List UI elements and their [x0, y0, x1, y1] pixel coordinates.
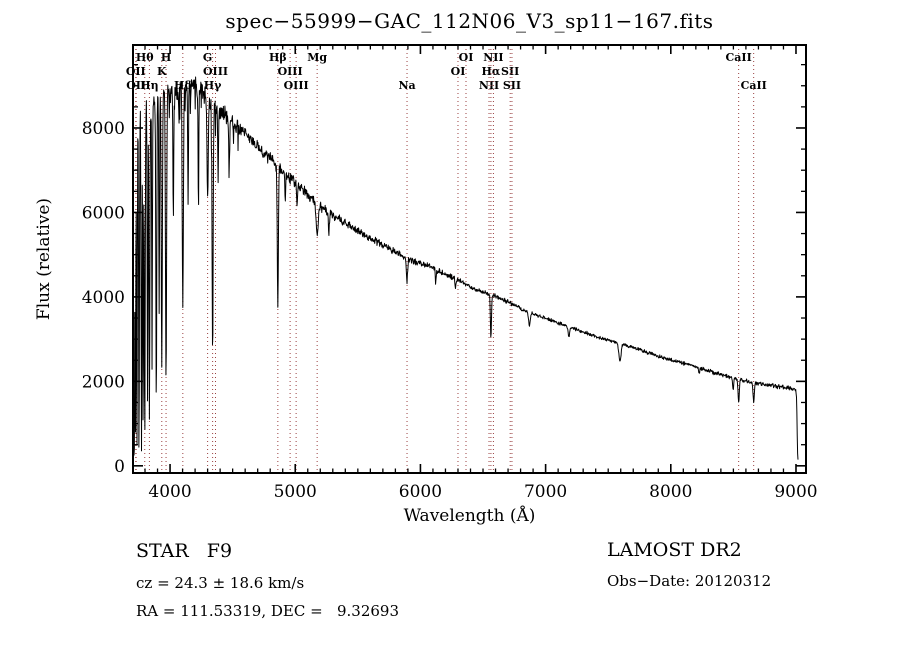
object-class-and-subclass: STAR F9 [136, 540, 233, 562]
x-tick-label: 7000 [524, 482, 567, 502]
spectral-line-label: Hη [140, 79, 158, 92]
spectral-line-label: NII [479, 79, 499, 92]
spectral-line-label: OI [451, 65, 466, 78]
plot-title: spec−55999−GAC_112N06_V3_sp11−167.fits [225, 9, 714, 33]
spectral-line-label: OIII [203, 65, 228, 78]
spectral-line-label: NII [483, 51, 503, 64]
x-tick-label: 8000 [649, 482, 692, 502]
spectral-line-label: Hβ [269, 51, 287, 64]
y-tick-label: 2000 [82, 372, 125, 392]
survey-release: LAMOST DR2 [607, 539, 742, 561]
spectral-line-label: K [157, 65, 167, 78]
x-tick-label: 5000 [274, 482, 317, 502]
ra-dec-coordinates: RA = 111.53319, DEC = 9.32693 [136, 602, 400, 620]
spectral-line-label: H [161, 51, 171, 64]
spectral-line-label: CaII [741, 79, 767, 92]
x-tick-label: 4000 [148, 482, 191, 502]
plot-frame [132, 44, 807, 474]
y-tick-label: 0 [114, 457, 125, 477]
x-tick-label: 6000 [399, 482, 442, 502]
x-axis-label: Wavelength (Å) [403, 506, 536, 526]
y-tick-label: 6000 [82, 203, 125, 223]
spectral-line-label: SII [501, 65, 519, 78]
spectrum-path [132, 76, 799, 460]
spectral-line-label: Na [398, 79, 415, 92]
spectral-line-label: Hγ [204, 79, 222, 92]
y-axis-label: Flux (relative) [34, 197, 54, 321]
spectral-line-label: Hθ [136, 51, 154, 64]
spectral-line-label: CaII [726, 51, 752, 64]
spectral-line-label: G [203, 51, 212, 64]
spectral-line-label: OIII [284, 79, 309, 92]
x-tick-label: 9000 [774, 482, 817, 502]
spectral-line-label: Mg [307, 51, 327, 64]
spectral-line-label: OII [126, 65, 146, 78]
spectral-line-label: Hα [481, 65, 500, 78]
radial-velocity: cz = 24.3 ± 18.6 km/s [136, 574, 305, 592]
spectral-line-label: OI [459, 51, 474, 64]
y-tick-label: 4000 [82, 288, 125, 308]
y-tick-label: 8000 [82, 119, 125, 139]
spectral-line-label: OIII [278, 65, 303, 78]
spectral-line-label: SII [503, 79, 521, 92]
observation-date: Obs−Date: 20120312 [607, 572, 772, 590]
